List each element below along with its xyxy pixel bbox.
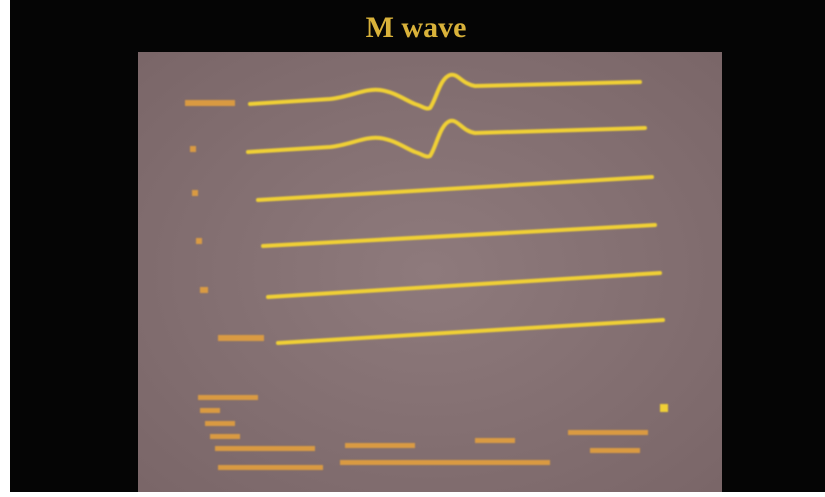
photo: M wave <box>0 0 825 497</box>
page: {"header": {"title": "M wave"}} M wave <box>0 0 825 497</box>
readout <box>568 430 648 435</box>
readout <box>198 395 258 400</box>
channel-label <box>200 287 208 293</box>
readout <box>218 465 323 470</box>
channel-label <box>192 190 198 196</box>
readout <box>475 438 515 443</box>
readout <box>205 421 235 426</box>
title: M wave <box>366 11 467 44</box>
channel-label <box>196 238 202 244</box>
readout <box>345 443 415 448</box>
indicator <box>660 404 668 412</box>
readout <box>200 408 220 413</box>
channel-label <box>185 100 235 106</box>
readout <box>210 434 240 439</box>
readout <box>215 446 315 451</box>
channel-label <box>190 146 196 152</box>
readout <box>340 460 550 465</box>
readout <box>590 448 640 453</box>
channel-label <box>218 335 264 341</box>
